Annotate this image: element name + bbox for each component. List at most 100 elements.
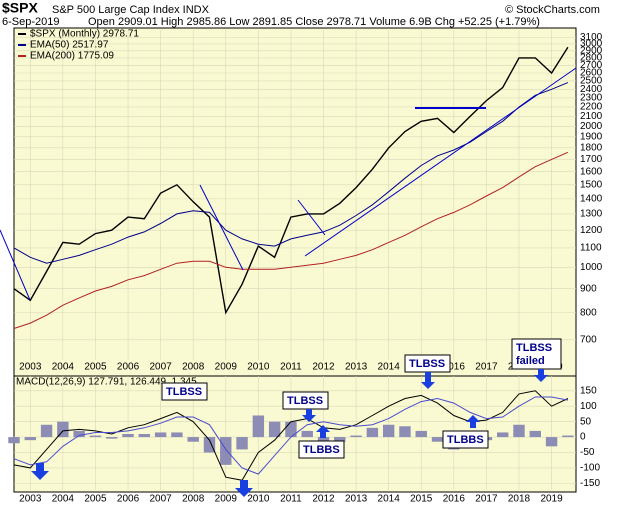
y-tick-label: 1900 <box>580 131 603 142</box>
y-tick-label: 1200 <box>580 225 603 236</box>
x-tick-label: 2010 <box>247 494 270 505</box>
y-tick-label: 150 <box>580 385 597 396</box>
x-tick-label: 2005 <box>84 494 107 505</box>
y-tick-label: 1400 <box>580 194 603 205</box>
annotation: TLBSS <box>166 386 202 398</box>
x-tick-label: 2007 <box>149 362 172 373</box>
histogram-bar <box>89 435 102 438</box>
arrow <box>235 480 253 497</box>
histogram-bar <box>24 437 36 441</box>
x-tick-label: 2012 <box>312 362 335 373</box>
y-tick-label: 0 <box>580 432 586 443</box>
y-tick-label: 700 <box>580 334 597 345</box>
annotation-box <box>161 382 208 401</box>
x-tick-label: 2004 <box>52 494 75 505</box>
histogram-bar <box>513 424 525 438</box>
price-panel <box>13 27 577 377</box>
annotation: TLBBS <box>447 434 484 446</box>
x-tick-label: 2008 <box>182 494 205 505</box>
y-tick-label: 1300 <box>580 209 603 220</box>
histogram-bar <box>431 437 444 442</box>
histogram-bar <box>236 437 248 450</box>
annotation: failed <box>516 355 545 367</box>
y-tick-label: 2100 <box>580 111 603 122</box>
legend-label: EMA(50) 2517.97 <box>30 40 109 51</box>
histogram-bar <box>220 437 232 465</box>
histogram-bar <box>73 430 85 438</box>
trendline <box>297 199 326 236</box>
annotation-box <box>442 430 489 449</box>
y-tick-label: 2700 <box>580 60 603 71</box>
x-tick-label: 2014 <box>378 494 401 505</box>
trendline <box>0 229 31 301</box>
arrow <box>302 409 316 422</box>
y-tick-label: 1600 <box>580 166 603 177</box>
arrow <box>421 372 435 389</box>
panel-label: MACD(12,26,9) 127.791, 126.449, 1.345 <box>16 377 197 388</box>
histogram-bar <box>529 430 541 438</box>
y-tick-label: 2900 <box>580 45 603 56</box>
series-line <box>13 82 569 264</box>
histogram-bar <box>366 427 379 438</box>
arrow <box>316 425 330 438</box>
y-tick-label: 2500 <box>580 76 603 87</box>
histogram-bar <box>496 432 509 438</box>
histogram-bar <box>106 437 118 439</box>
chart-title: $SPX <box>2 0 38 16</box>
x-tick-label: 2017 <box>475 494 498 505</box>
watermark: © StockCharts.com <box>505 4 600 16</box>
x-tick-label: 2010 <box>247 362 270 373</box>
x-tick-label: 2016 <box>443 362 466 373</box>
annotation: TLBSS <box>516 342 552 354</box>
annotation-box <box>511 338 562 370</box>
y-tick-label: 1800 <box>580 142 603 153</box>
histogram-bar <box>545 437 558 447</box>
y-tick-label: -100 <box>580 463 600 474</box>
y-tick-label: 900 <box>580 283 597 294</box>
annotation: TLBBS <box>303 444 340 456</box>
histogram-bar <box>171 432 183 438</box>
y-tick-label: 2400 <box>580 84 603 95</box>
x-tick-label: 2009 <box>215 494 238 505</box>
histogram-bar <box>334 437 346 442</box>
trendline <box>304 67 577 257</box>
date: 6-Sep-2019 <box>2 16 60 28</box>
y-tick-label: 1000 <box>580 262 603 273</box>
histogram-bar <box>317 437 330 444</box>
x-tick-label: 2011 <box>280 362 302 373</box>
series-line <box>13 396 568 475</box>
histogram-bar <box>415 430 427 438</box>
arrow <box>534 369 548 382</box>
arrow <box>31 463 49 480</box>
histogram-bar <box>301 430 313 438</box>
trendline <box>199 184 244 271</box>
legend-label: EMA(200) 1775.09 <box>30 51 114 62</box>
annotation-box <box>298 440 345 459</box>
y-tick-label: 3000 <box>580 39 603 50</box>
histogram-bar <box>8 437 20 444</box>
y-tick-label: 50 <box>580 416 592 427</box>
x-tick-label: 2003 <box>19 494 42 505</box>
x-tick-label: 2003 <box>19 362 42 373</box>
y-tick-label: 1500 <box>580 179 603 190</box>
y-tick-label: 2800 <box>580 53 603 64</box>
y-tick-label: 2200 <box>580 102 603 113</box>
y-tick-label: -50 <box>580 447 595 458</box>
histogram-bar <box>187 437 199 442</box>
series-line <box>13 151 569 329</box>
y-tick-label: 800 <box>580 307 597 318</box>
x-tick-label: 2012 <box>312 494 335 505</box>
histogram-bar <box>252 415 265 438</box>
histogram-bar <box>285 421 297 438</box>
histogram-bar <box>138 434 151 438</box>
y-tick-label: 2000 <box>580 121 603 132</box>
y-tick-label: 1700 <box>580 154 603 165</box>
annotation: TLBSS <box>287 395 323 407</box>
histogram-bar <box>40 424 53 438</box>
y-tick-label: 2300 <box>580 93 603 104</box>
x-tick-label: 2013 <box>345 362 368 373</box>
histogram-bar <box>562 435 574 438</box>
x-tick-label: 2011 <box>280 494 302 505</box>
x-tick-label: 2019 <box>540 494 563 505</box>
